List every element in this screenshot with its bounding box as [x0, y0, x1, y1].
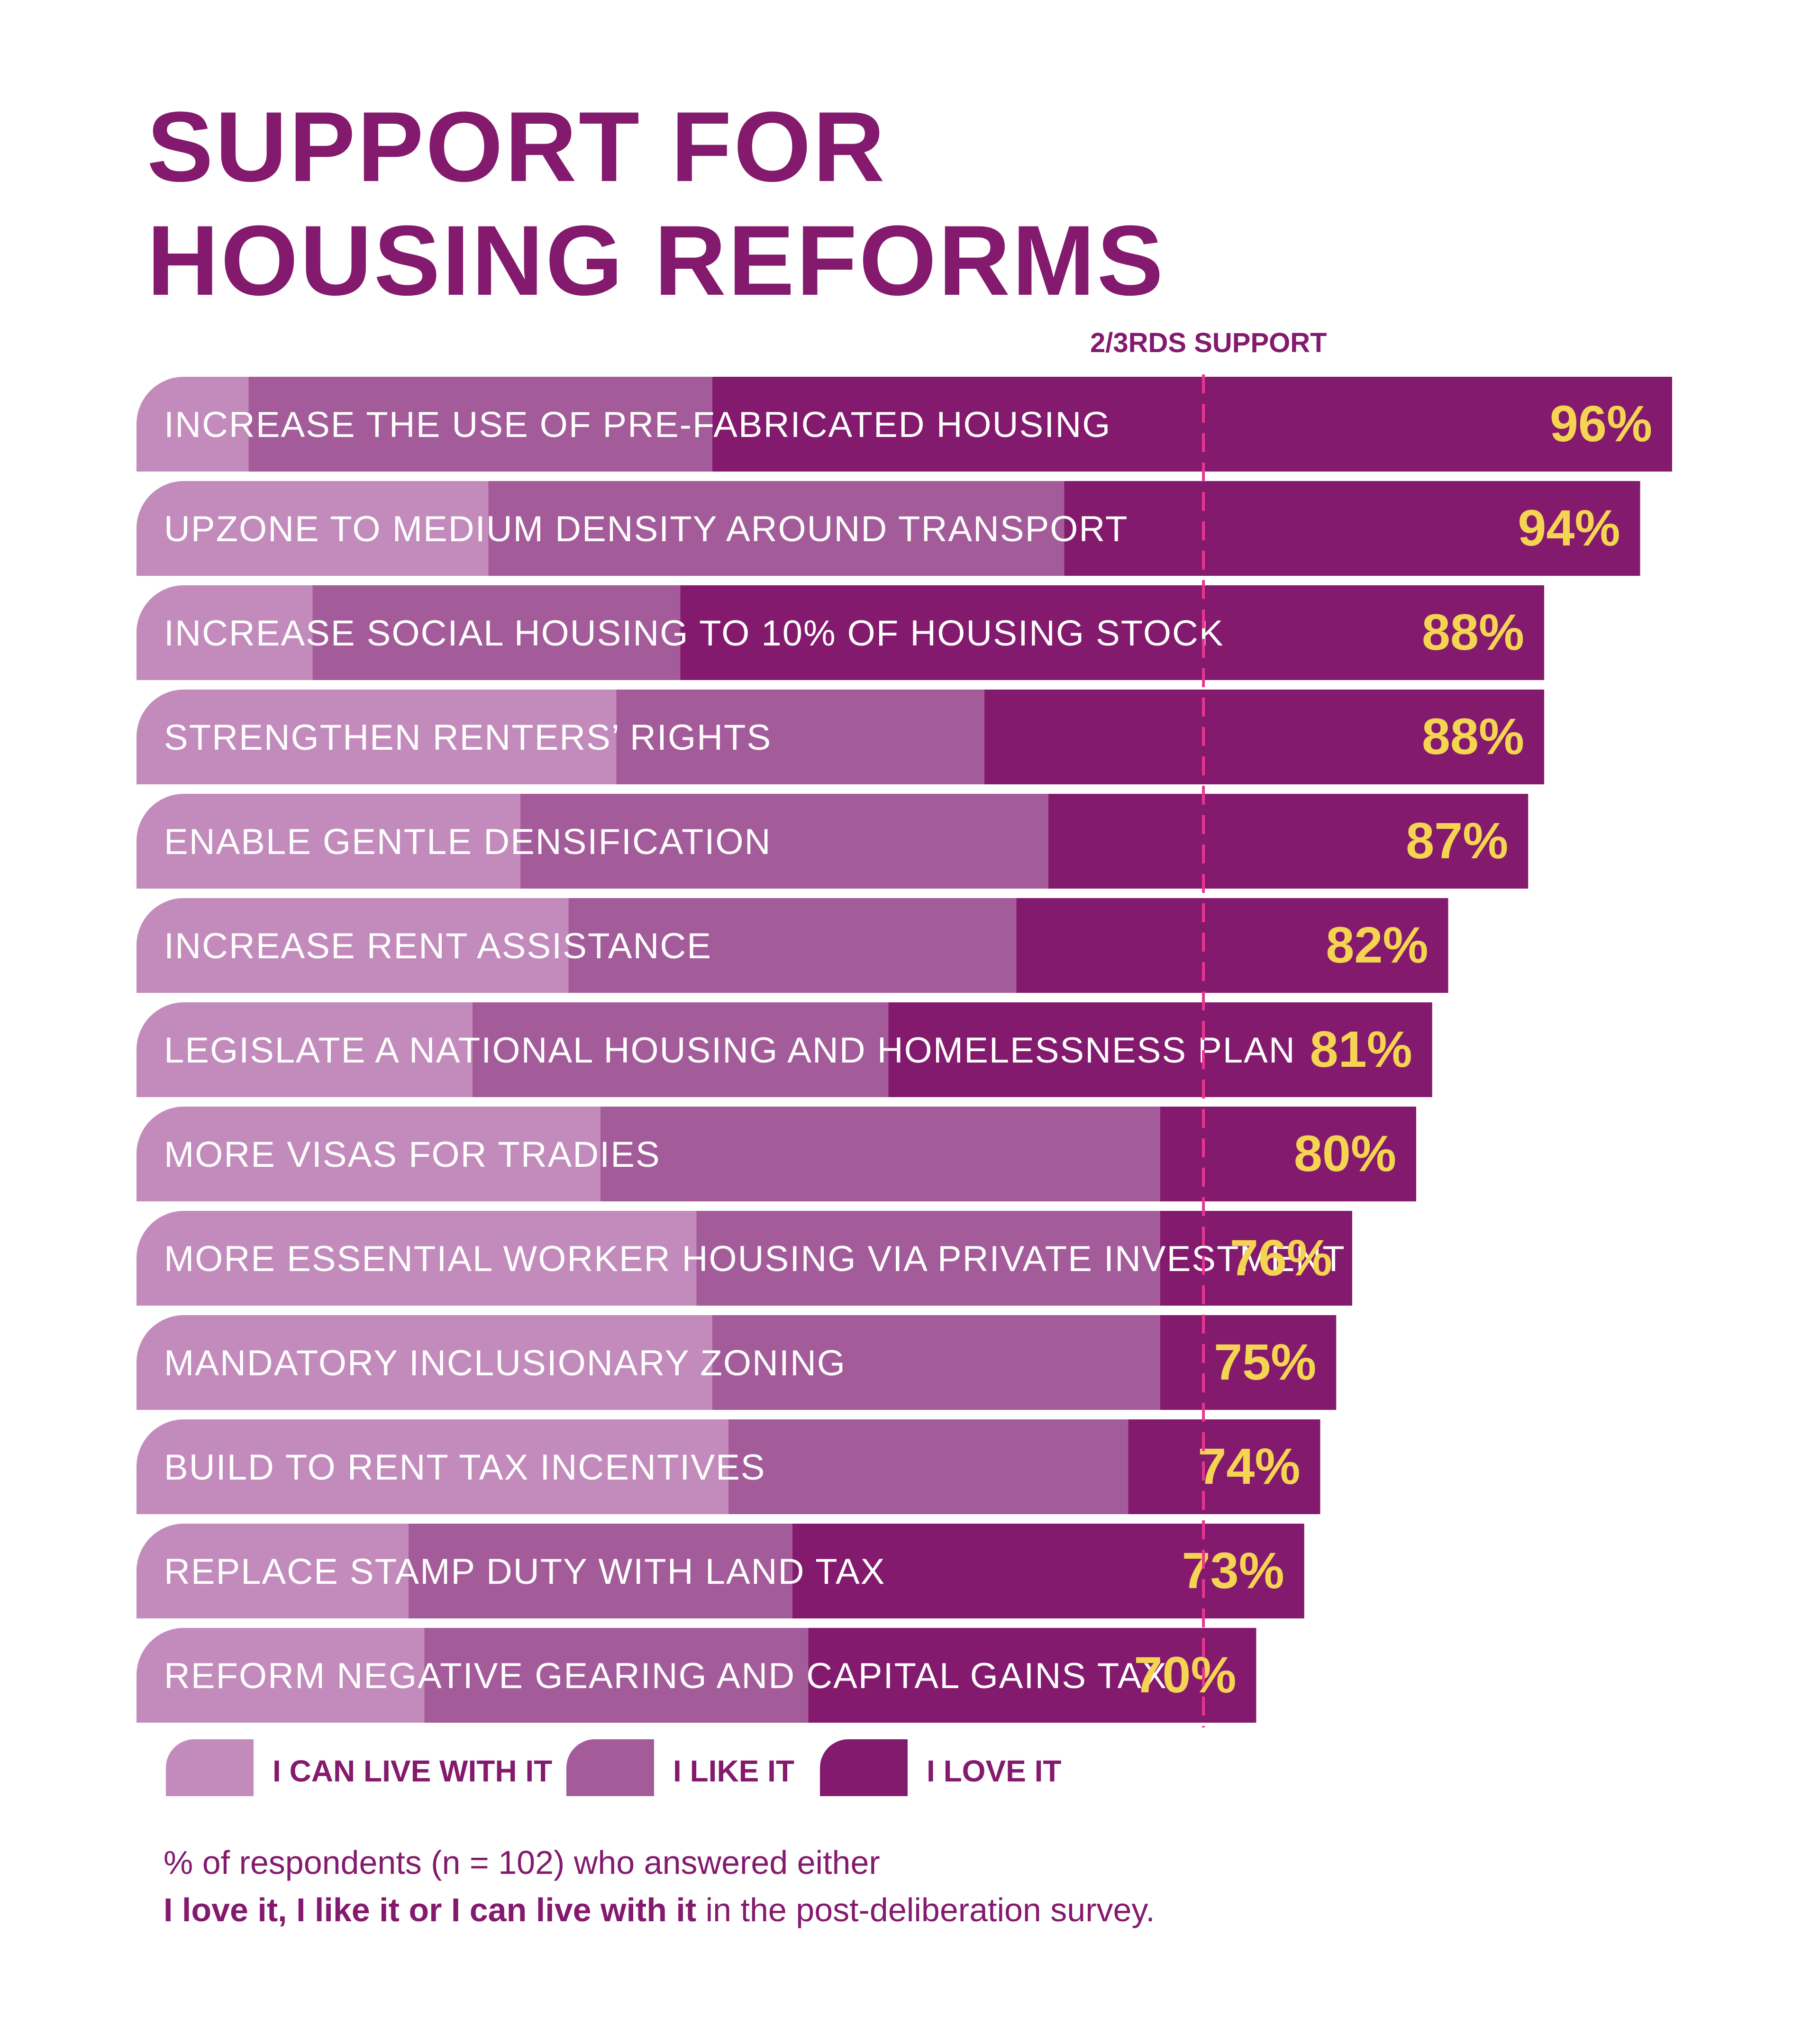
segment-can-live-with-it — [136, 1628, 425, 1723]
segment-like-it — [472, 1002, 889, 1097]
segment-can-live-with-it — [136, 898, 569, 993]
bar-value-label: 87% — [1406, 812, 1508, 869]
segment-can-live-with-it — [136, 481, 489, 576]
segment-can-live-with-it — [136, 377, 249, 472]
segment-like-it — [728, 1419, 1128, 1514]
segment-like-it — [408, 1524, 792, 1618]
footnote-emphasis: I love it, I like it or I can live with … — [164, 1891, 697, 1928]
legend-swatch-like-it — [566, 1739, 654, 1796]
legend-swatch-love-it — [820, 1739, 908, 1796]
segment-like-it — [616, 690, 984, 784]
footnote-line-2: I love it, I like it or I can live with … — [164, 1886, 1155, 1934]
segment-can-live-with-it — [136, 1002, 473, 1097]
segment-can-live-with-it — [136, 585, 313, 680]
bar-label: INCREASE THE USE OF PRE-FABRICATED HOUSI… — [164, 405, 1111, 445]
segment-like-it — [520, 794, 1048, 889]
segment-can-live-with-it — [136, 1107, 601, 1201]
segment-can-live-with-it — [136, 1211, 697, 1306]
bar-label: UPZONE TO MEDIUM DENSITY AROUND TRANSPOR… — [164, 509, 1128, 549]
bar-value-label: 73% — [1182, 1542, 1284, 1599]
title-line-2: HOUSING REFORMS — [147, 205, 1165, 316]
bar-label: LEGISLATE A NATIONAL HOUSING AND HOMELES… — [164, 1030, 1296, 1071]
bar-value-label: 80% — [1294, 1125, 1396, 1182]
bar-value-label: 74% — [1198, 1437, 1300, 1495]
segment-can-live-with-it — [136, 1419, 728, 1514]
segment-love-it — [680, 585, 1544, 680]
bar-label: MANDATORY INCLUSIONARY ZONING — [164, 1343, 846, 1383]
segment-love-it — [984, 690, 1544, 784]
legend-swatch-can-live-with-it — [166, 1739, 254, 1796]
segment-love-it — [712, 377, 1672, 472]
bar-label: STRENGTHEN RENTERS’ RIGHTS — [164, 718, 772, 758]
segment-can-live-with-it — [136, 1524, 409, 1618]
bar-value-label: 75% — [1214, 1333, 1316, 1390]
segment-like-it — [312, 585, 681, 680]
legend-label-can-live-with-it: I CAN LIVE WITH IT — [273, 1754, 553, 1788]
segment-love-it — [808, 1628, 1256, 1723]
segment-can-live-with-it — [136, 1315, 712, 1410]
segment-like-it — [568, 898, 1017, 993]
segment-love-it — [1048, 794, 1529, 889]
legend-label-like-it: I LIKE IT — [673, 1754, 794, 1788]
segment-love-it — [792, 1524, 1304, 1618]
segment-love-it — [888, 1002, 1432, 1097]
segment-like-it — [424, 1628, 809, 1723]
legend-label-love-it: I LOVE IT — [927, 1754, 1062, 1788]
segment-love-it — [1128, 1419, 1320, 1514]
bar-value-label: 88% — [1422, 603, 1524, 661]
segment-love-it — [1160, 1107, 1416, 1201]
bar-label: BUILD TO RENT TAX INCENTIVES — [164, 1447, 765, 1488]
bar-label: REPLACE STAMP DUTY WITH LAND TAX — [164, 1552, 885, 1592]
segment-love-it — [1160, 1211, 1352, 1306]
bar-label: INCREASE SOCIAL HOUSING TO 10% OF HOUSIN… — [164, 613, 1224, 654]
threshold-label: 2/3RDS SUPPORT — [1090, 327, 1327, 358]
bar-label: MORE VISAS FOR TRADIES — [164, 1135, 661, 1175]
footnote-line-1: % of respondents (n = 102) who answered … — [164, 1844, 880, 1881]
segment-like-it — [600, 1107, 1160, 1201]
footnote-rest: in the post-deliberation survey. — [696, 1891, 1155, 1928]
bar-label: ENABLE GENTLE DENSIFICATION — [164, 822, 772, 862]
bar-label: REFORM NEGATIVE GEARING AND CAPITAL GAIN… — [164, 1656, 1167, 1696]
segment-love-it — [1016, 898, 1448, 993]
footnote: % of respondents (n = 102) who answered … — [164, 1839, 1155, 1934]
bar-value-label: 76% — [1230, 1229, 1332, 1286]
bar-value-label: 82% — [1326, 916, 1428, 973]
segment-love-it — [1064, 481, 1640, 576]
bar-value-label: 81% — [1310, 1020, 1412, 1078]
chart-title: SUPPORT FOR HOUSING REFORMS — [147, 90, 1165, 318]
segment-can-live-with-it — [136, 794, 520, 889]
bar-value-label: 88% — [1422, 708, 1524, 765]
segment-can-live-with-it — [136, 690, 617, 784]
segment-like-it — [488, 481, 1065, 576]
segment-like-it — [712, 1315, 1160, 1410]
bar-label: INCREASE RENT ASSISTANCE — [164, 926, 712, 966]
title-line-1: SUPPORT FOR — [147, 91, 887, 202]
bar-label: MORE ESSENTIAL WORKER HOUSING VIA PRIVAT… — [164, 1239, 1346, 1279]
bar-value-label: 94% — [1518, 499, 1620, 556]
segment-like-it — [248, 377, 712, 472]
bar-value-label: 70% — [1134, 1646, 1236, 1703]
bar-value-label: 96% — [1550, 395, 1652, 452]
segment-like-it — [696, 1211, 1160, 1306]
